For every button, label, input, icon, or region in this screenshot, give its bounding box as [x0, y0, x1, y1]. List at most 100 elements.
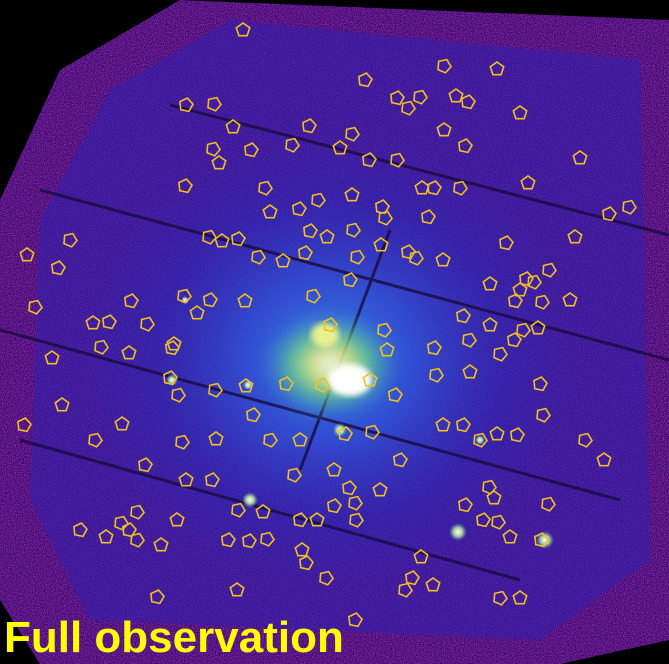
source-marker-icon — [401, 100, 416, 116]
caption-label: Full observation — [4, 613, 344, 662]
source-marker-icon — [292, 201, 307, 217]
source-marker-icon — [476, 512, 491, 528]
source-marker-icon — [19, 247, 35, 262]
source-marker-icon — [512, 590, 528, 605]
source-marker-icon — [493, 346, 508, 362]
source-marker-icon — [298, 245, 313, 261]
source-marker-icon — [130, 532, 145, 548]
source-marker-icon — [499, 235, 514, 251]
source-marker-icon — [319, 570, 334, 586]
source-marker-icon — [516, 322, 531, 338]
source-marker-icon — [231, 502, 246, 518]
source-marker-icon — [85, 315, 101, 330]
source-marker-icon — [390, 152, 405, 168]
source-marker-icon — [88, 432, 103, 448]
source-marker-icon — [536, 407, 551, 423]
source-marker-icon — [319, 229, 335, 244]
source-marker-icon — [242, 533, 257, 549]
source-marker-icon — [458, 138, 473, 154]
source-marker-icon — [437, 58, 452, 74]
source-marker-icon — [572, 150, 588, 165]
source-marker-icon — [251, 249, 266, 265]
source-marker-icon — [275, 253, 291, 268]
source-marker-icon — [207, 96, 222, 112]
source-marker-icon — [279, 376, 294, 392]
source-marker-icon — [491, 514, 506, 530]
source-marker-icon — [427, 180, 442, 196]
source-marker-icon — [315, 377, 330, 393]
source-marker-icon — [293, 512, 308, 528]
source-marker-icon — [405, 570, 420, 586]
source-marker-icon — [421, 209, 436, 225]
source-marker-icon — [362, 152, 377, 168]
source-marker-icon — [456, 308, 471, 324]
source-marker-icon — [362, 372, 378, 387]
source-marker-icon — [28, 299, 43, 315]
source-marker-icon — [379, 342, 395, 357]
source-marker-icon — [260, 531, 275, 547]
source-marker-icon — [453, 180, 468, 196]
source-marker-icon — [17, 417, 32, 433]
source-marker-icon — [622, 199, 637, 215]
source-marker-icon — [121, 345, 137, 360]
source-marker-icon — [150, 589, 165, 605]
source-marker-icon — [425, 577, 441, 592]
source-markers — [17, 22, 637, 628]
source-marker-icon — [398, 582, 413, 598]
source-marker-icon — [246, 407, 261, 423]
source-marker-icon — [372, 482, 388, 497]
source-marker-icon — [461, 94, 476, 110]
source-marker-icon — [512, 282, 528, 297]
source-marker-icon — [435, 252, 451, 267]
source-marker-icon — [237, 293, 253, 308]
source-marker-icon — [527, 274, 542, 290]
source-marker-icon — [541, 496, 556, 512]
source-marker-icon — [343, 272, 358, 288]
source-marker-icon — [327, 498, 342, 514]
source-marker-icon — [285, 137, 300, 153]
source-marker-icon — [346, 222, 361, 238]
source-marker-icon — [225, 119, 241, 134]
source-marker-icon — [98, 529, 114, 544]
source-marker-icon — [358, 72, 373, 88]
source-marker-icon — [94, 339, 109, 355]
source-marker-icon — [427, 340, 442, 356]
source-marker-icon — [542, 262, 557, 278]
source-marker-icon — [535, 294, 550, 310]
source-marker-icon — [214, 233, 230, 248]
source-marker-icon — [473, 432, 488, 448]
source-marker-icon — [462, 332, 477, 348]
source-marker-icon — [520, 175, 536, 190]
source-marker-icon — [306, 288, 321, 304]
source-marker-icon — [409, 250, 424, 266]
source-marker-icon — [303, 223, 318, 239]
source-marker-icon — [294, 542, 310, 557]
source-marker-icon — [486, 490, 502, 505]
source-marker-icon — [44, 350, 60, 365]
source-marker-icon — [189, 305, 205, 320]
source-marker-icon — [166, 336, 182, 351]
source-marker-icon — [238, 378, 254, 393]
source-marker-icon — [169, 512, 185, 527]
source-marker-icon — [562, 292, 578, 307]
source-marker-icon — [512, 105, 528, 120]
source-marker-icon — [482, 479, 497, 495]
source-marker-icon — [165, 340, 180, 356]
source-marker-icon — [211, 155, 227, 170]
source-marker-icon — [114, 515, 129, 531]
source-marker-icon — [507, 332, 522, 348]
source-marker-icon — [534, 532, 549, 548]
source-marker-icon — [114, 416, 130, 431]
source-marker-icon — [388, 387, 403, 403]
source-marker-icon — [348, 495, 363, 511]
source-marker-icon — [602, 206, 617, 222]
source-marker-icon — [401, 244, 416, 260]
bright-core — [260, 310, 400, 420]
source-marker-icon — [349, 512, 364, 528]
source-marker-icon — [54, 397, 70, 412]
source-marker-icon — [393, 452, 408, 468]
source-marker-icon — [163, 370, 178, 386]
source-marker-icon — [178, 178, 193, 194]
source-marker-icon — [287, 467, 302, 483]
